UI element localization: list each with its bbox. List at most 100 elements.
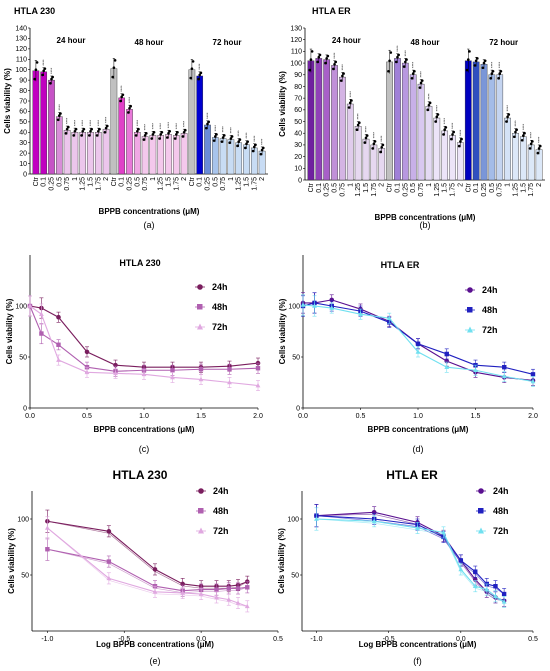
legend-marker xyxy=(198,527,204,534)
legend-label: 24h xyxy=(213,486,229,496)
x-tick-label: 1.75 xyxy=(95,177,102,191)
group-label: 24 hour xyxy=(332,36,361,45)
panel-sublabel: (b) xyxy=(420,220,431,230)
data-dot xyxy=(365,134,369,137)
x-tick-label: 1.25 xyxy=(512,183,519,197)
data-point xyxy=(458,566,464,572)
significance-stars: **** xyxy=(135,119,140,126)
x-tick-label: Ctr xyxy=(387,182,394,192)
data-dot xyxy=(228,141,231,145)
bar xyxy=(378,148,386,181)
x-tick-label: Ctr xyxy=(111,176,118,186)
data-point xyxy=(226,586,231,591)
data-dot xyxy=(396,55,399,59)
x-tick-label: 0.5 xyxy=(82,413,92,420)
data-dot xyxy=(215,133,218,136)
data-dot xyxy=(358,121,361,125)
x-tick-label: 0.25 xyxy=(324,183,331,197)
data-dot xyxy=(58,114,61,117)
data-dot xyxy=(151,133,155,136)
data-dot xyxy=(111,75,114,79)
y-tick-label: 100 xyxy=(288,303,300,310)
bar xyxy=(504,117,511,181)
data-dot xyxy=(457,144,461,148)
x-tick-label: 1 xyxy=(505,183,512,187)
panel-sublabel: (f) xyxy=(413,656,422,666)
x-tick-label: 1.5 xyxy=(520,183,527,193)
x-tick-label: 0.75 xyxy=(497,183,504,197)
y-axis-label: Cells viability (%) xyxy=(7,528,16,594)
significance-stars: **** xyxy=(513,120,518,127)
significance-stars: **** xyxy=(205,112,210,119)
data-dot xyxy=(98,127,101,131)
data-point xyxy=(27,303,33,308)
data-dot xyxy=(159,133,162,136)
legend-marker xyxy=(467,326,473,333)
y-tick-label: 60 xyxy=(19,109,27,116)
data-point xyxy=(214,594,219,600)
data-point xyxy=(444,351,449,357)
data-point xyxy=(198,376,204,382)
data-dot xyxy=(74,127,78,131)
y-tick-label: 130 xyxy=(290,25,302,32)
y-tick-label: 110 xyxy=(291,49,302,56)
x-tick-label: 0.75 xyxy=(64,177,71,191)
data-dot xyxy=(81,129,84,133)
x-tick-label: 1.5 xyxy=(471,413,481,420)
x-tick-label: 0.75 xyxy=(220,177,227,191)
group-label: 72 hour xyxy=(489,38,518,47)
bar xyxy=(401,62,409,181)
significance-stars: **** xyxy=(182,120,187,127)
data-dot xyxy=(308,68,312,72)
data-dot xyxy=(380,145,384,149)
y-tick-label: 100 xyxy=(15,67,27,74)
data-dot xyxy=(236,144,239,148)
data-dot xyxy=(134,134,138,137)
data-dot xyxy=(394,60,398,64)
significance-stars: **** xyxy=(450,122,455,129)
data-dot xyxy=(523,131,526,135)
bar xyxy=(472,61,480,181)
bar xyxy=(331,65,338,181)
bar xyxy=(354,126,362,181)
y-axis-label: Cells viability (%) xyxy=(5,298,14,364)
y-tick-label: 20 xyxy=(19,150,27,157)
bar xyxy=(370,144,378,181)
data-point xyxy=(472,583,478,588)
data-point xyxy=(198,367,204,372)
bar-panel-a: HTLA 230 0 10 20 30 40 50 60 70 80 90 100 110 120 130 1… xyxy=(3,6,268,230)
data-dot xyxy=(444,126,448,129)
significance-stars: **** xyxy=(213,125,218,132)
data-point xyxy=(493,593,498,599)
data-dot xyxy=(90,127,93,131)
data-dot xyxy=(465,68,469,72)
data-dot xyxy=(497,76,500,80)
bar xyxy=(180,133,188,175)
data-point xyxy=(312,303,317,308)
y-tick-label: 10 xyxy=(294,166,302,173)
significance-stars: **** xyxy=(537,136,542,143)
data-dot xyxy=(512,135,516,139)
x-tick-label: 0.5 xyxy=(212,177,219,187)
legend-label: 72h xyxy=(213,526,229,536)
data-dot xyxy=(483,59,487,63)
data-dot xyxy=(339,79,343,82)
significance-stars: **** xyxy=(236,130,241,137)
bar xyxy=(71,132,79,175)
data-point xyxy=(152,567,158,572)
y-tick-label: 80 xyxy=(294,84,302,91)
panel-sublabel: (a) xyxy=(144,220,155,230)
panel-title: HTLA 230 xyxy=(113,468,168,482)
data-dot xyxy=(397,53,400,57)
data-dot xyxy=(520,138,524,142)
y-tick-label: 80 xyxy=(19,88,27,95)
data-point xyxy=(39,311,44,316)
data-dot xyxy=(41,73,44,77)
significance-stars: **** xyxy=(96,119,101,126)
y-tick-label: 120 xyxy=(15,46,27,53)
x-tick-label: 0.1 xyxy=(394,183,401,193)
group-label: 72 hour xyxy=(213,38,242,47)
data-dot xyxy=(413,69,416,73)
x-tick-label: 0.5 xyxy=(410,183,417,193)
data-dot xyxy=(326,54,330,58)
